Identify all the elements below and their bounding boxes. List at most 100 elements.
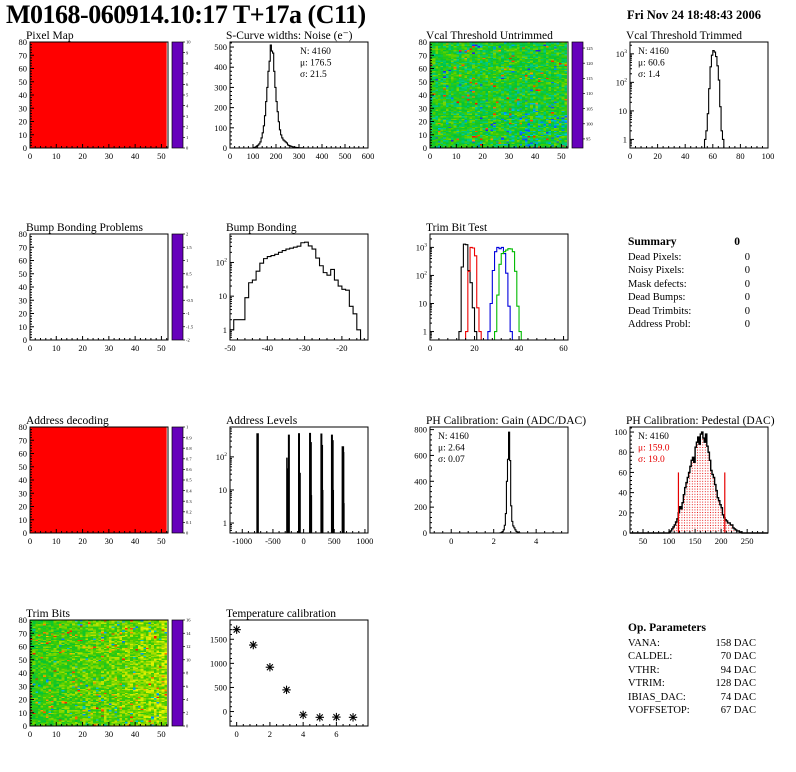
svg-text:10: 10 xyxy=(19,322,28,332)
svg-text:0.1: 0.1 xyxy=(186,520,192,525)
svg-text:-0.5: -0.5 xyxy=(186,298,194,303)
svg-text:125: 125 xyxy=(586,46,594,51)
svg-text:60: 60 xyxy=(709,151,718,161)
svg-text:6: 6 xyxy=(186,684,189,689)
svg-text:60: 60 xyxy=(419,64,428,74)
svg-text:0: 0 xyxy=(28,151,32,161)
svg-text:0: 0 xyxy=(23,528,27,538)
svg-text:1: 1 xyxy=(186,425,188,430)
svg-text:0: 0 xyxy=(223,143,227,153)
svg-text:1: 1 xyxy=(423,327,427,337)
svg-text:10: 10 xyxy=(219,485,228,495)
svg-text:20: 20 xyxy=(78,536,87,546)
svg-text:40: 40 xyxy=(19,475,28,485)
svg-text:N: 4160: N: 4160 xyxy=(638,47,669,57)
svg-text:0.5: 0.5 xyxy=(186,271,192,276)
svg-text:μ: 176.5: μ: 176.5 xyxy=(300,59,332,69)
summary-row: Dead Trimbits: 0 xyxy=(628,305,750,318)
svg-text:4: 4 xyxy=(186,697,189,702)
summary-total: 0 xyxy=(734,236,740,248)
summary-value: 0 xyxy=(744,305,750,317)
plot-trim-bits: Trim Bits 0 10 20 30 40 50 0 10 20 30 40 50 60 70 80 0 2 4… xyxy=(0,608,196,758)
svg-text:1: 1 xyxy=(223,518,227,528)
summary-value: 0 xyxy=(744,265,750,277)
svg-text:0: 0 xyxy=(186,531,189,536)
svg-text:200: 200 xyxy=(270,151,283,161)
svg-text:N: 4160: N: 4160 xyxy=(638,432,669,442)
svg-text:500: 500 xyxy=(339,151,352,161)
svg-text:30: 30 xyxy=(105,536,114,546)
svg-text:400: 400 xyxy=(414,476,427,486)
svg-text:1: 1 xyxy=(186,258,188,263)
plot-address-decoding: Address decoding 0 10 20 30 40 50 0 10 20 30 40 50 60… xyxy=(0,415,196,565)
plot-temp-calibration: Temperature calibration 0 2 4 6 0 500 1000 1500 xyxy=(200,608,396,758)
svg-text:σ: 19.0: σ: 19.0 xyxy=(638,455,665,465)
svg-text:Vcal Threshold Untrimmed: Vcal Threshold Untrimmed xyxy=(426,30,553,42)
svg-text:10: 10 xyxy=(52,729,61,739)
svg-text:2: 2 xyxy=(186,710,188,715)
svg-text:Temperature calibration: Temperature calibration xyxy=(226,608,336,620)
op-value: 70 DAC xyxy=(720,651,756,663)
svg-text:0.6: 0.6 xyxy=(186,467,192,472)
svg-text:102: 102 xyxy=(216,452,228,462)
svg-text:60: 60 xyxy=(19,256,28,266)
op-value: 94 DAC xyxy=(720,664,756,676)
svg-text:100: 100 xyxy=(214,123,227,133)
svg-text:16: 16 xyxy=(186,618,191,623)
summary-value: 0 xyxy=(744,252,750,263)
svg-text:4: 4 xyxy=(301,729,306,739)
svg-text:30: 30 xyxy=(105,343,114,353)
svg-text:0: 0 xyxy=(228,151,232,161)
svg-text:10: 10 xyxy=(19,708,28,718)
svg-text:30: 30 xyxy=(19,681,28,691)
op-value: 67 DAC xyxy=(720,705,756,717)
svg-text:6: 6 xyxy=(186,82,189,87)
page-title: M0168-060914.10:17 T+17a (C11) xyxy=(6,0,366,29)
summary-value: 0 xyxy=(744,292,750,304)
svg-text:0: 0 xyxy=(423,528,427,538)
svg-text:50: 50 xyxy=(19,655,28,665)
plot-ph-gain: PH Calibration: Gain (ADC/DAC) 0 2 4 0 200 400… xyxy=(400,415,596,565)
svg-text:1: 1 xyxy=(223,325,227,335)
svg-text:100: 100 xyxy=(663,536,676,546)
svg-text:Address decoding: Address decoding xyxy=(26,415,109,427)
timestamp: Fri Nov 24 18:48:43 2006 xyxy=(627,8,762,22)
svg-text:50: 50 xyxy=(639,536,648,546)
summary-row: Address Probl: 0 xyxy=(628,318,750,331)
plot-bump-bonding: Bump Bonding -50 -40 -30 -20 1 10 102 xyxy=(200,222,396,372)
svg-text:40: 40 xyxy=(681,151,690,161)
svg-text:40: 40 xyxy=(131,343,140,353)
svg-text:20: 20 xyxy=(78,151,87,161)
svg-text:60: 60 xyxy=(19,449,28,459)
svg-text:80: 80 xyxy=(736,151,745,161)
svg-text:-40: -40 xyxy=(262,343,273,353)
svg-text:50: 50 xyxy=(419,77,428,87)
svg-text:1000: 1000 xyxy=(210,658,227,668)
svg-text:0: 0 xyxy=(28,536,32,546)
svg-text:-20: -20 xyxy=(336,343,347,353)
svg-text:500: 500 xyxy=(214,682,227,692)
svg-text:-50: -50 xyxy=(224,343,235,353)
svg-text:10: 10 xyxy=(186,657,191,662)
svg-text:30: 30 xyxy=(19,103,28,113)
svg-text:2: 2 xyxy=(186,125,188,130)
svg-text:10: 10 xyxy=(19,130,28,140)
svg-text:S-Curve widths: Noise (e⁻): S-Curve widths: Noise (e⁻) xyxy=(226,30,353,42)
svg-text:100: 100 xyxy=(614,427,627,437)
svg-text:70: 70 xyxy=(419,50,428,60)
svg-text:N: 4160: N: 4160 xyxy=(438,432,469,442)
svg-text:Pixel Map: Pixel Map xyxy=(26,30,74,42)
svg-text:0.9: 0.9 xyxy=(186,435,192,440)
plot-ph-pedestal: PH Calibration: Pedestal (DAC) 50 100 150 20… xyxy=(600,415,796,565)
svg-text:40: 40 xyxy=(131,151,140,161)
svg-text:103: 103 xyxy=(416,242,428,252)
svg-text:2: 2 xyxy=(268,729,272,739)
op-value: 128 DAC xyxy=(715,678,756,690)
svg-text:12: 12 xyxy=(186,644,191,649)
svg-text:20: 20 xyxy=(78,729,87,739)
svg-text:102: 102 xyxy=(616,77,628,87)
summary-row: Mask defects: 0 xyxy=(628,278,750,291)
op-label: VTRIM: xyxy=(628,678,665,690)
svg-text:10: 10 xyxy=(219,291,228,301)
